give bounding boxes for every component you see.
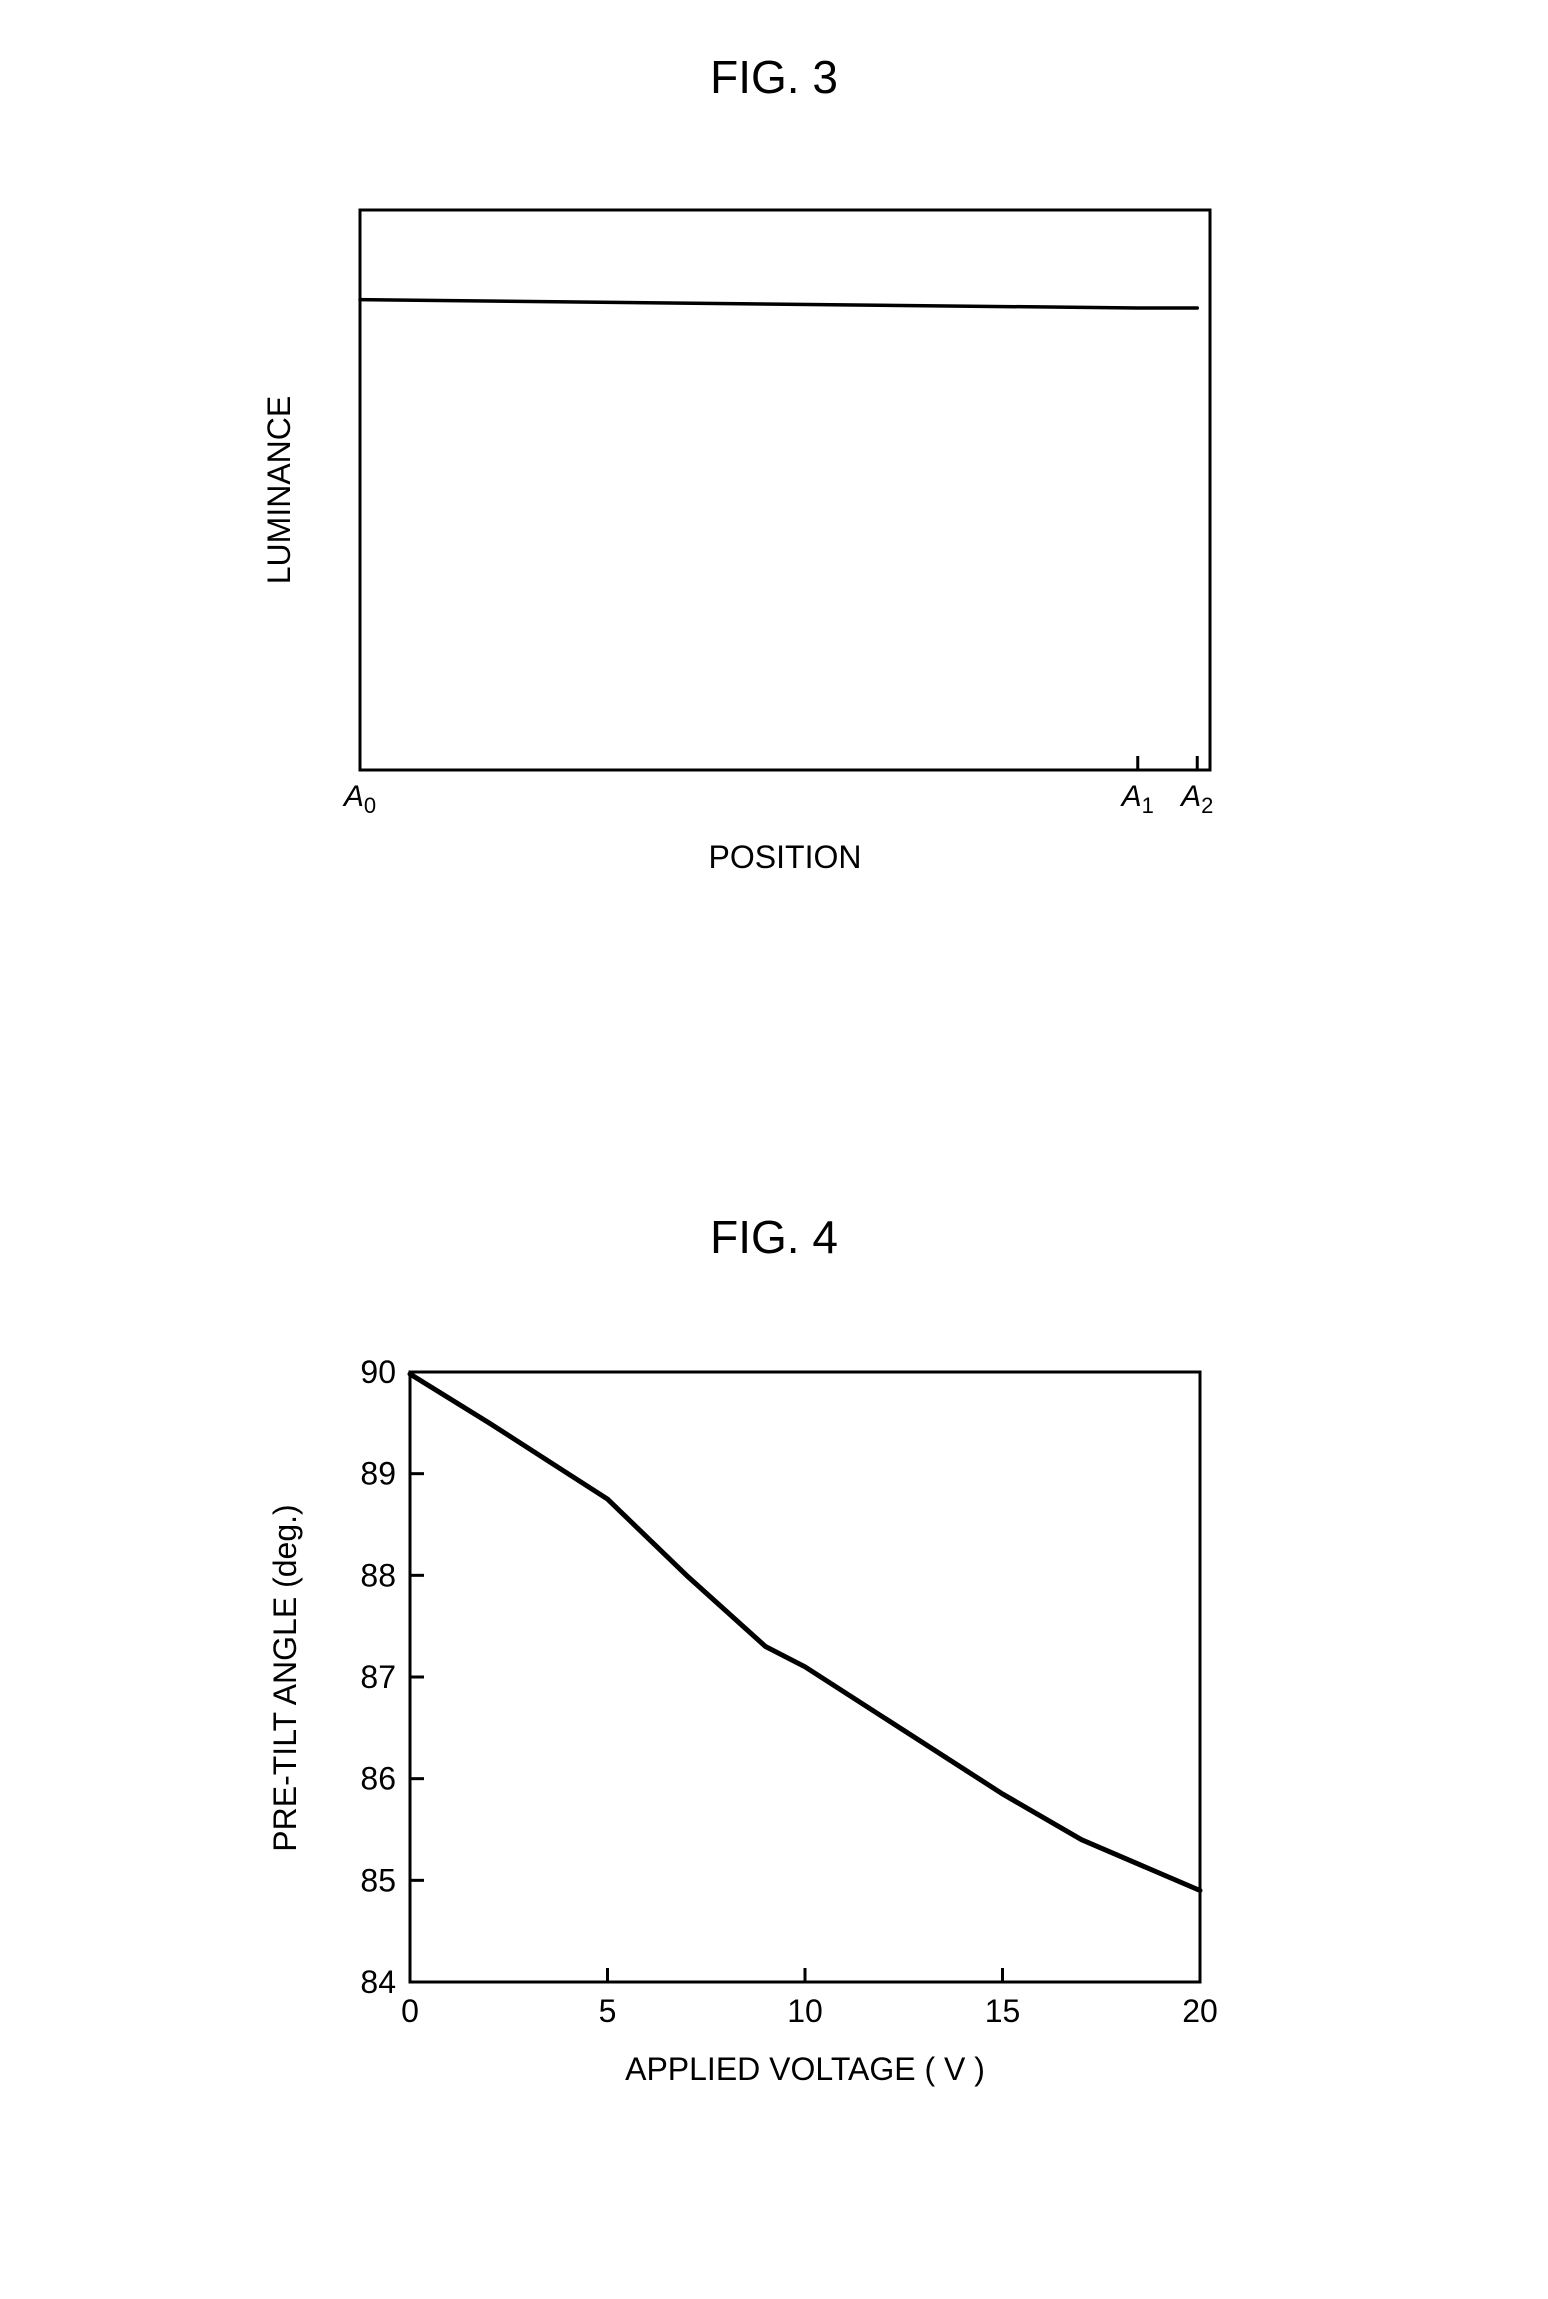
fig4-svg: PRE-TILT ANGLE (deg.) APPLIED VOLTAGE ( V… (220, 1360, 1240, 2140)
svg-text:90: 90 (360, 1360, 396, 1390)
svg-text:0: 0 (401, 1993, 419, 2029)
svg-text:A1: A1 (1120, 780, 1154, 818)
svg-text:5: 5 (599, 1993, 617, 2029)
svg-text:A2: A2 (1179, 780, 1213, 818)
svg-text:85: 85 (360, 1862, 396, 1898)
fig3-chart: LUMINANCE POSITION A0 A1 A2 (220, 200, 1240, 920)
svg-text:10: 10 (787, 1993, 823, 2029)
svg-text:POSITION: POSITION (709, 839, 862, 875)
svg-text:15: 15 (985, 1993, 1021, 2029)
fig3-title: FIG. 3 (0, 50, 1548, 104)
svg-text:89: 89 (360, 1456, 396, 1492)
svg-text:A0: A0 (342, 780, 376, 818)
fig3-svg: LUMINANCE POSITION A0 A1 A2 (220, 200, 1240, 920)
fig4-chart: PRE-TILT ANGLE (deg.) APPLIED VOLTAGE ( V… (220, 1360, 1240, 2140)
svg-text:88: 88 (360, 1557, 396, 1593)
svg-text:APPLIED VOLTAGE ( V ): APPLIED VOLTAGE ( V ) (625, 2051, 985, 2087)
svg-text:20: 20 (1182, 1993, 1218, 2029)
svg-text:87: 87 (360, 1659, 396, 1695)
fig4-title: FIG. 4 (0, 1210, 1548, 1264)
svg-text:LUMINANCE: LUMINANCE (261, 396, 297, 584)
svg-text:86: 86 (360, 1761, 396, 1797)
svg-text:PRE-TILT ANGLE (deg.): PRE-TILT ANGLE (deg.) (267, 1504, 303, 1851)
svg-text:84: 84 (360, 1964, 396, 2000)
